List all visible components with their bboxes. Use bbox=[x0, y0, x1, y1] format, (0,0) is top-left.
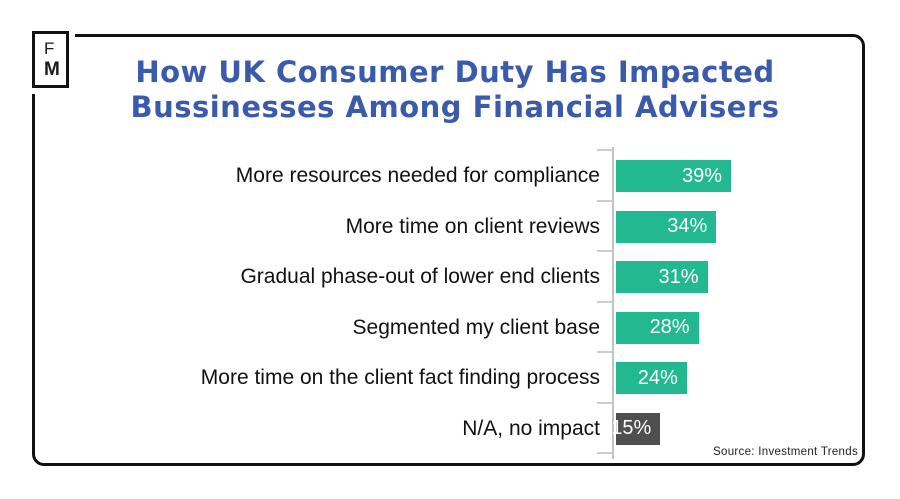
bar: 34% bbox=[616, 210, 717, 243]
axis-tick bbox=[597, 149, 613, 151]
chart-frame-border bbox=[32, 34, 865, 466]
axis-tick bbox=[597, 300, 613, 303]
category-label: N/A, no impact bbox=[462, 416, 600, 440]
axis-tick bbox=[597, 351, 613, 353]
bar-value-label: 15% bbox=[611, 417, 652, 439]
category-label: More time on the client fact finding pro… bbox=[200, 366, 600, 389]
axis-tick bbox=[597, 199, 613, 202]
bar-value-label: 24% bbox=[637, 366, 678, 389]
category-label: Segmented my client base bbox=[352, 315, 600, 339]
bar-value-label: 28% bbox=[649, 316, 690, 338]
logo-letter-m: M bbox=[44, 59, 60, 80]
chart-title-line2: Bussinesses Among Financial Advisers bbox=[130, 90, 780, 124]
axis-tick bbox=[597, 250, 613, 252]
axis-tick bbox=[597, 401, 613, 404]
category-label: More resources needed for compliance bbox=[235, 164, 600, 187]
bar: 39% bbox=[616, 160, 732, 192]
source-attribution: Source: Investment Trends bbox=[713, 446, 858, 458]
logo-letter-f: F bbox=[44, 39, 55, 58]
bar-value-label: 39% bbox=[682, 164, 723, 187]
bar: 15% bbox=[611, 412, 661, 445]
axis-tick bbox=[597, 452, 613, 454]
bar: 31% bbox=[616, 261, 708, 293]
bar: 28% bbox=[616, 311, 699, 344]
axis-line bbox=[612, 147, 614, 459]
bar-value-label: 31% bbox=[658, 265, 699, 288]
bar-value-label: 34% bbox=[667, 215, 708, 237]
chart-title-line1: How UK Consumer Duty Has Impacted bbox=[135, 55, 775, 89]
chart-title: How UK Consumer Duty Has Impacted Bussin… bbox=[60, 55, 850, 125]
category-label: Gradual phase-out of lower end clients bbox=[240, 265, 600, 288]
bar: 24% bbox=[616, 362, 687, 394]
brand-logo: F M bbox=[32, 31, 69, 88]
category-label: More time on client reviews bbox=[345, 214, 600, 238]
